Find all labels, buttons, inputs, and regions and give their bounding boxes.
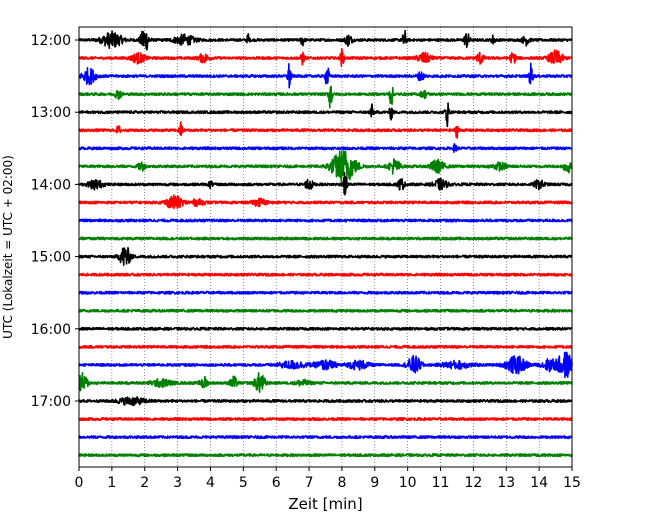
- y-tick-label: 14:00: [31, 177, 71, 193]
- x-tick-label: 0: [75, 475, 84, 491]
- x-tick-label: 6: [272, 475, 281, 491]
- y-tick-label: 13:00: [31, 105, 71, 121]
- trace-1445: [78, 236, 573, 241]
- y-tick-label: 16:00: [31, 322, 71, 338]
- x-tick-label: 7: [305, 475, 314, 491]
- x-tick-label: 10: [399, 475, 417, 491]
- x-tick-label: 4: [206, 475, 215, 491]
- trace-1700: [78, 396, 573, 407]
- y-tick-label: 17:00: [31, 394, 71, 410]
- grid-lines: [111, 27, 540, 467]
- x-tick-label: 2: [140, 475, 149, 491]
- trace-1315: [78, 121, 573, 139]
- x-axis-label: Zeit [min]: [288, 495, 362, 513]
- trace-1530: [78, 290, 573, 295]
- trace-1730: [78, 435, 573, 440]
- y-axis: 12:00 13:00 14:00 15:00 16:00 17:00: [31, 33, 79, 410]
- trace-1400: [78, 171, 573, 196]
- x-tick-label: 12: [464, 475, 482, 491]
- x-tick-label: 15: [563, 475, 581, 491]
- trace-1600: [78, 326, 573, 331]
- x-axis: 0 1 2 3 4 5 6 7 8 9 10 11 12 13 14 15: [75, 467, 581, 491]
- trace-1715: [78, 416, 573, 422]
- trace-1630: [78, 351, 573, 379]
- trace-1300: [78, 102, 573, 128]
- y-axis-label: UTC (Lokalzeit = UTC + 02:00): [1, 155, 15, 339]
- trace-1345: [78, 150, 573, 184]
- x-tick-label: 5: [239, 475, 248, 491]
- trace-1745: [78, 453, 573, 458]
- trace-1500: [78, 246, 573, 266]
- x-tick-label: 8: [337, 475, 346, 491]
- x-tick-label: 9: [370, 475, 379, 491]
- trace-1200: [78, 29, 573, 51]
- trace-1645: [78, 371, 573, 394]
- trace-1515: [78, 272, 573, 277]
- trace-1215: [78, 47, 573, 67]
- trace-1230: [78, 62, 573, 89]
- x-tick-label: 14: [530, 475, 548, 491]
- traces: [78, 29, 573, 458]
- y-tick-label: 12:00: [31, 33, 71, 49]
- trace-1615: [78, 344, 573, 349]
- x-tick-label: 3: [173, 475, 182, 491]
- trace-1545: [78, 308, 573, 313]
- x-tick-label: 1: [107, 475, 116, 491]
- trace-1430: [78, 218, 573, 223]
- plot-frame: [78, 26, 573, 468]
- y-tick-label: 15:00: [31, 250, 71, 266]
- x-tick-label: 11: [432, 475, 450, 491]
- trace-1245: [78, 85, 573, 109]
- trace-1330: [78, 143, 573, 153]
- trace-1415: [78, 194, 573, 210]
- x-tick-label: 13: [497, 475, 515, 491]
